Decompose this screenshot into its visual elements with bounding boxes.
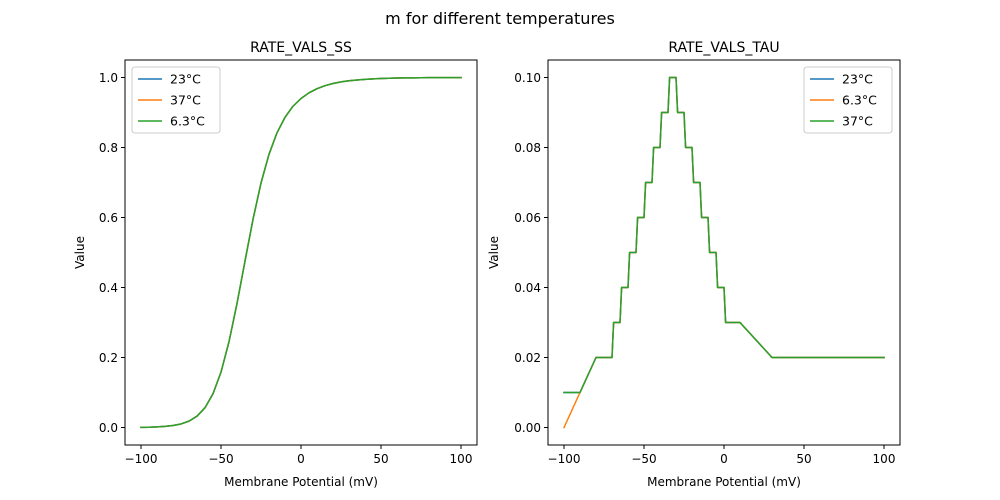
axes-frame xyxy=(547,59,901,446)
y-tick-label: 0.4 xyxy=(99,281,118,295)
series-line xyxy=(140,76,462,429)
y-tick-label: 0.00 xyxy=(514,421,541,435)
legend-label: 37°C xyxy=(170,93,201,108)
x-tick-label: 0 xyxy=(720,452,728,466)
plot-area xyxy=(140,76,462,429)
series-line xyxy=(563,76,885,394)
x-tick-label: −100 xyxy=(125,452,158,466)
legend-label: 6.3°C xyxy=(842,93,877,108)
x-tick-label: 50 xyxy=(796,452,811,466)
x-tick-label: −50 xyxy=(208,452,233,466)
y-tick-label: 0.08 xyxy=(514,141,541,155)
x-tick-label: 0 xyxy=(297,452,305,466)
legend-frame xyxy=(131,66,221,134)
x-tick-label: 100 xyxy=(873,452,896,466)
legend: 23°C 6.3°C 37°C xyxy=(803,66,893,134)
y-axis-label: Value xyxy=(487,236,501,269)
legend: 23°C 37°C 6.3°C xyxy=(131,66,221,134)
plot-area xyxy=(563,76,885,429)
y-axis-label: Value xyxy=(73,236,87,269)
axes-frame xyxy=(124,59,478,446)
x-tick-label: 100 xyxy=(450,452,473,466)
legend-label: 23°C xyxy=(842,72,873,87)
y-tick-label: 0.2 xyxy=(99,351,118,365)
legend-frame xyxy=(803,66,893,134)
x-tick-label: −50 xyxy=(631,452,656,466)
subplot-title: RATE_VALS_TAU xyxy=(668,40,779,56)
y-tick-label: 1.0 xyxy=(99,71,118,85)
y-tick-label: 0.8 xyxy=(99,141,118,155)
y-tick-label: 0.04 xyxy=(514,281,541,295)
axis-ticks: −100 −50 0 50 100 0.00 0.02 0.04 0.06 0.08 0.10 xyxy=(514,71,895,466)
x-axis-label: Membrane Potential (mV) xyxy=(224,475,378,489)
axis-ticks: −100 −50 0 50 100 0.0 0.2 0.4 0.6 0.8 1.0 xyxy=(99,71,473,466)
legend-label: 23°C xyxy=(170,72,201,87)
subplot-steady-state: RATE_VALS_SS −100 −50 0 50 100 0.0 0.2 0.4 0.6 0.… xyxy=(73,40,478,489)
y-tick-label: 0.06 xyxy=(514,211,541,225)
y-tick-label: 0.0 xyxy=(99,421,118,435)
x-axis-label: Membrane Potential (mV) xyxy=(647,475,801,489)
subplot-title: RATE_VALS_SS xyxy=(250,40,352,56)
subplot-tau: RATE_VALS_TAU −100 −50 0 50 100 0.00 0.02 0.04 0… xyxy=(487,40,901,489)
y-tick-label: 0.02 xyxy=(514,351,541,365)
y-tick-label: 0.6 xyxy=(99,211,118,225)
x-tick-label: −100 xyxy=(548,452,581,466)
y-tick-label: 0.10 xyxy=(514,71,541,85)
figure-suptitle: m for different temperatures xyxy=(385,9,615,28)
legend-label: 37°C xyxy=(842,114,873,129)
legend-label: 6.3°C xyxy=(170,114,205,129)
x-tick-label: 50 xyxy=(373,452,388,466)
